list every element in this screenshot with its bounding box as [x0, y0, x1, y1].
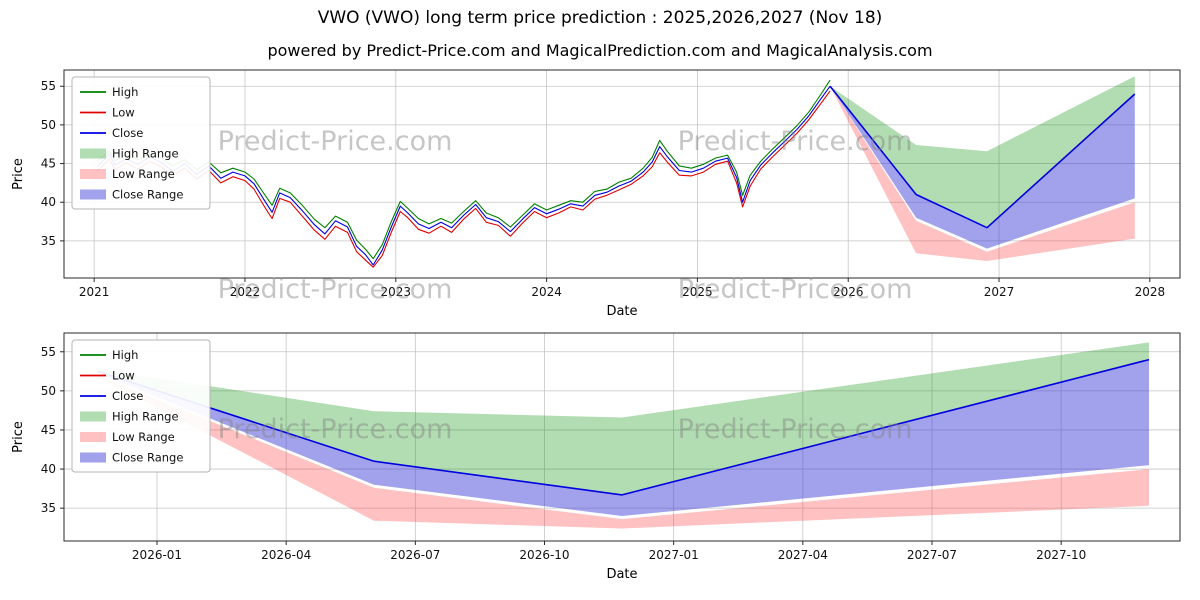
y-tick-labels: 35 40 45 50 55 — [41, 345, 56, 515]
svg-text:2024: 2024 — [531, 285, 562, 299]
close-range-band — [97, 359, 1150, 516]
watermark-text: Predict-Price.com — [678, 274, 913, 305]
y-axis-label: Price — [11, 158, 26, 190]
low-range-band — [830, 86, 1135, 261]
tick-marks — [60, 351, 1062, 545]
legend-label: Low — [112, 106, 135, 120]
legend-label: Low Range — [112, 430, 175, 444]
watermark-text: Predict-Price.com — [678, 414, 913, 445]
legend-label: Close Range — [112, 188, 183, 202]
x-axis-label: Date — [606, 567, 637, 582]
gridlines — [64, 333, 1180, 541]
legend-label: High — [112, 85, 138, 99]
svg-text:2026-04: 2026-04 — [261, 548, 311, 562]
plot-border — [63, 69, 1181, 279]
svg-text:2022: 2022 — [230, 285, 261, 299]
svg-text:2026-10: 2026-10 — [519, 548, 569, 562]
legend-label: High Range — [112, 147, 179, 161]
legend-label: Close — [112, 126, 143, 140]
close-forecast-line — [829, 85, 1136, 229]
watermark-text: Predict-Price.com — [218, 274, 453, 305]
legend-swatch-high-range — [80, 411, 106, 422]
legend-label: High — [112, 348, 138, 362]
svg-text:50: 50 — [41, 384, 56, 398]
legend-swatch-high-range — [80, 148, 106, 159]
svg-text:2026-01: 2026-01 — [132, 548, 182, 562]
plot-border — [63, 332, 1181, 542]
svg-text:40: 40 — [41, 195, 56, 209]
high-range-band — [830, 76, 1135, 228]
svg-text:2023: 2023 — [381, 285, 412, 299]
legend-swatch-low-range — [80, 432, 106, 442]
legend-swatch-close-range — [80, 452, 106, 463]
svg-text:2021: 2021 — [79, 285, 110, 299]
legend-label: Close — [112, 389, 143, 403]
legend: High Low Close High Range Low Range Close Ran… — [71, 76, 211, 210]
svg-text:50: 50 — [41, 118, 56, 132]
gridlines — [64, 70, 1180, 278]
low-range-band — [97, 375, 1150, 529]
legend-label: Low — [112, 369, 135, 383]
svg-text:2026-07: 2026-07 — [390, 548, 440, 562]
svg-text:45: 45 — [41, 423, 56, 437]
svg-text:2027: 2027 — [984, 285, 1015, 299]
legend: High Low Close High Range Low Range Close Ran… — [71, 339, 211, 473]
x-tick-labels: 2026-01 2026-04 2026-07 2026-10 2027-01 2027-… — [132, 548, 1086, 562]
low-history-line — [96, 90, 831, 268]
powered-by-subtitle: powered by Predict-Price.com and Magical… — [267, 41, 933, 60]
svg-text:2027-01: 2027-01 — [649, 548, 699, 562]
watermark-text: Predict-Price.com — [218, 414, 453, 445]
x-tick-labels: 2021 2022 2023 2024 2025 2026 2027 2028 — [79, 285, 1165, 299]
close-history-line — [96, 85, 831, 266]
x-axis-label: Date — [606, 304, 637, 319]
legend-swatch-low-range — [80, 169, 106, 179]
legend-label: High Range — [112, 410, 179, 424]
legend-label: Close Range — [112, 451, 183, 465]
tick-marks — [60, 85, 1151, 282]
close-forecast-line — [97, 358, 1150, 496]
watermark-text: Predict-Price.com — [218, 126, 453, 157]
svg-text:2025: 2025 — [682, 285, 713, 299]
prediction-detail-chart: 2026-01 2026-04 2026-07 2026-10 2027-01 2027-… — [11, 332, 1181, 582]
svg-text:2027-04: 2027-04 — [778, 548, 828, 562]
svg-text:55: 55 — [41, 79, 56, 93]
svg-text:2026: 2026 — [833, 285, 864, 299]
y-tick-labels: 35 40 45 50 55 — [41, 79, 56, 248]
svg-text:2027-07: 2027-07 — [907, 548, 957, 562]
page-title: VWO (VWO) long term price prediction : 2… — [317, 8, 883, 28]
historical-and-prediction-chart: 2021 2022 2023 2024 2025 2026 2027 2028 35 40 45 50… — [11, 69, 1181, 319]
svg-text:45: 45 — [41, 157, 56, 171]
svg-text:2027-10: 2027-10 — [1036, 548, 1086, 562]
high-history-line — [96, 79, 831, 260]
svg-text:35: 35 — [41, 234, 56, 248]
watermark-text: Predict-Price.com — [678, 126, 913, 157]
y-axis-label: Price — [11, 421, 26, 453]
svg-text:40: 40 — [41, 462, 56, 476]
svg-text:55: 55 — [41, 345, 56, 359]
legend-label: Low Range — [112, 167, 175, 181]
legend-swatch-close-range — [80, 189, 106, 200]
svg-text:2028: 2028 — [1135, 285, 1166, 299]
svg-text:35: 35 — [41, 501, 56, 515]
close-range-band — [830, 86, 1135, 249]
